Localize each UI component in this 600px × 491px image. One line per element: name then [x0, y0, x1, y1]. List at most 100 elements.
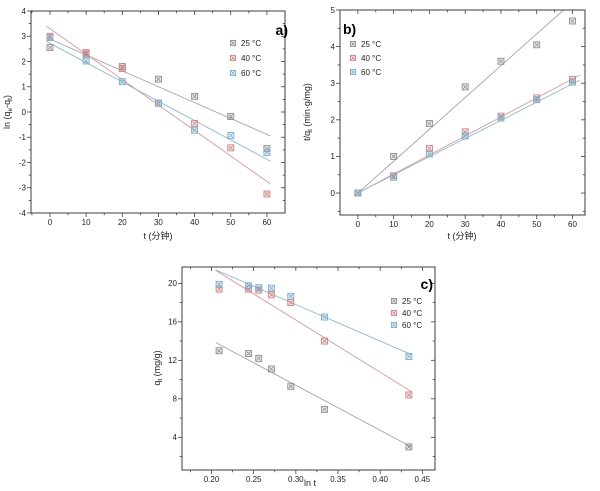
marker-cross	[269, 285, 274, 291]
marker-cross	[534, 42, 539, 48]
marker-cross	[120, 79, 125, 84]
panel-label-b: b)	[343, 21, 356, 37]
series-markers	[354, 17, 576, 197]
legend-marker-25°C	[349, 40, 357, 48]
marker-cross	[288, 384, 294, 389]
marker-cross	[570, 79, 575, 85]
x-tick-label: 0.20	[204, 475, 220, 484]
data-point	[215, 280, 223, 288]
marker-cross	[355, 190, 361, 196]
x-tick-label: 0.30	[288, 475, 304, 484]
legend-marker-60°C	[349, 68, 357, 76]
y-axis-title-part: t/q	[302, 131, 312, 141]
axis-ticks	[27, 10, 285, 217]
x-tick-label: 0.40	[372, 475, 388, 484]
data-point	[267, 291, 275, 299]
data-point	[497, 57, 505, 65]
fit-line-40°C	[357, 74, 580, 194]
x-tick-label: 60	[262, 218, 271, 227]
axis-tick-labels: 0.20 0.25 0.30 0.35 0.40 0.45 4 8 12 16 20	[168, 279, 431, 484]
marker-cross	[231, 41, 235, 45]
panel-label-c: c)	[421, 276, 433, 292]
marker-cross	[351, 56, 355, 60]
marker-cross	[269, 366, 274, 372]
legend-label: 25 °C	[241, 39, 261, 48]
data-point	[227, 132, 235, 139]
x-tick-label: 30	[154, 218, 163, 227]
legend-marker-60°C	[229, 69, 237, 77]
fit-line-25°C	[46, 37, 271, 137]
data-point	[118, 65, 126, 73]
data-point	[215, 347, 223, 355]
y-tick-label: -3	[19, 184, 27, 193]
data-point	[287, 382, 295, 390]
data-point	[321, 337, 328, 345]
marker-cross	[351, 70, 355, 74]
y-tick-label: 4	[173, 433, 178, 442]
data-point	[321, 313, 328, 321]
data-point	[405, 353, 413, 360]
data-point	[263, 148, 271, 156]
legend-marker-25°C	[390, 297, 398, 305]
marker-cross	[228, 114, 234, 119]
plot-frame	[339, 9, 586, 216]
fit-line-60°C	[46, 40, 271, 162]
marker-cross	[392, 299, 396, 303]
data-point	[245, 350, 253, 358]
data-point	[267, 365, 275, 373]
y-axis-title-part: (min·g/mg)	[302, 83, 312, 129]
legend-marker-40°C	[390, 309, 398, 317]
y-tick-label: 8	[173, 395, 178, 404]
data-point	[82, 57, 90, 65]
marker-cross	[427, 121, 432, 126]
panel-label-a: a)	[276, 22, 288, 38]
y-tick-label: 1	[331, 152, 336, 161]
marker-cross	[406, 444, 412, 450]
x-axis-title: t (分钟)	[144, 230, 173, 241]
y-axis-title-part: -q	[2, 100, 12, 108]
legend-label: 25 °C	[402, 297, 422, 306]
marker-cross	[192, 121, 197, 126]
axis-ticks	[178, 267, 435, 474]
y-axis-title-part: q	[152, 381, 162, 386]
marker-cross	[498, 115, 504, 121]
marker-cross	[570, 18, 575, 24]
marker-cross	[47, 45, 53, 50]
marker-cross	[269, 292, 274, 298]
y-tick-label: 0	[331, 189, 336, 198]
marker-cross	[120, 66, 125, 71]
data-point	[405, 391, 413, 399]
x-tick-label: 0.25	[246, 475, 262, 484]
marker-cross	[427, 151, 432, 157]
x-tick-label: 40	[496, 220, 505, 229]
data-point	[118, 78, 126, 86]
legend: 25 °C 40 °C 60 °C	[349, 40, 381, 77]
data-point	[267, 284, 275, 292]
marker-cross	[406, 392, 412, 398]
marker-cross	[462, 84, 468, 90]
y-axis-title-part: t	[157, 379, 164, 381]
y-axis-title-part: t	[7, 98, 14, 100]
data-point	[191, 119, 199, 127]
x-tick-label: 0.35	[330, 475, 346, 484]
chart-a-pseudo-first-order: 0 10 20 30 40 50 60 -4 -3 -2 -1 0 1 2 3 4 t (分钟) ln (qe-q…	[2, 7, 288, 241]
marker-cross	[231, 71, 235, 75]
x-tick-label: 50	[532, 220, 541, 229]
series-markers	[215, 280, 413, 451]
fit-line-25°C	[357, 10, 564, 194]
data-point	[287, 299, 295, 307]
marker-cross	[322, 407, 327, 412]
data-point	[405, 443, 413, 451]
plot-frame	[181, 266, 436, 471]
legend-label: 60 °C	[402, 321, 422, 330]
legend-marker-60°C	[390, 321, 398, 329]
y-tick-label: 3	[22, 32, 27, 41]
data-point	[533, 41, 541, 49]
legend-label: 40 °C	[361, 54, 381, 63]
y-tick-label: 3	[331, 79, 336, 88]
x-axis-title: t (分钟)	[448, 230, 477, 241]
marker-cross	[228, 145, 234, 151]
fit-line-40°C	[46, 25, 271, 185]
data-point	[46, 44, 54, 52]
marker-cross	[47, 35, 53, 40]
